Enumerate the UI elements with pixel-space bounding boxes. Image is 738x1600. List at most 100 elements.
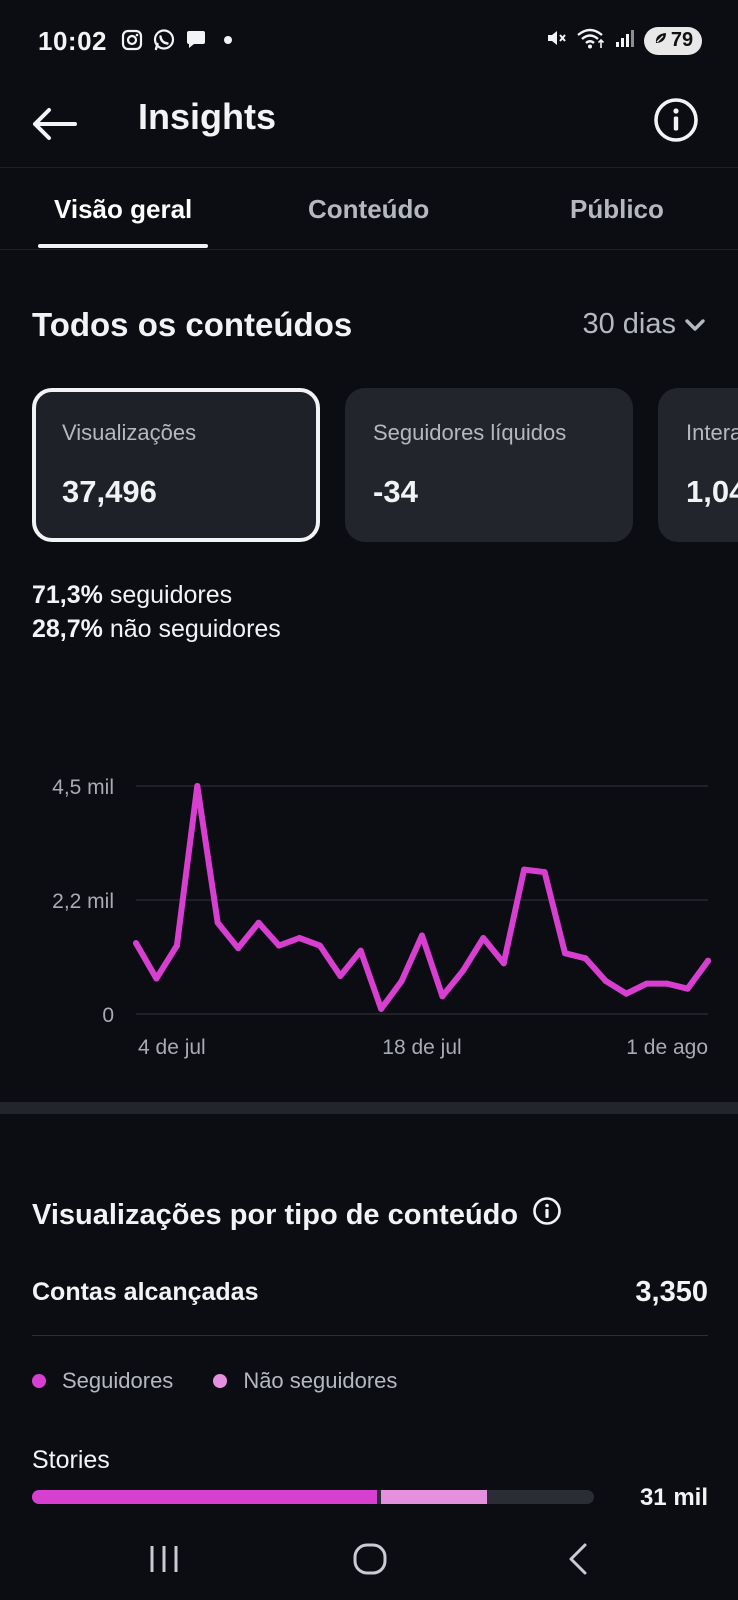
data-point <box>316 942 323 949</box>
data-point <box>153 975 160 982</box>
y-tick-label: 2,2 mil <box>52 890 114 913</box>
wifi-icon <box>576 26 606 55</box>
date-range-dropdown[interactable]: 30 dias <box>582 308 706 341</box>
data-point <box>133 940 139 947</box>
arrow-left-icon <box>33 108 77 140</box>
reach-label: Contas alcançadas <box>32 1278 259 1306</box>
data-point <box>235 945 242 952</box>
chart-legend: Seguidores Não seguidores <box>32 1368 397 1394</box>
data-point <box>255 919 262 926</box>
data-point <box>214 919 221 926</box>
data-point <box>480 935 487 941</box>
data-point <box>643 980 650 987</box>
date-range-label: 30 dias <box>582 308 676 340</box>
data-point <box>357 947 364 954</box>
info-small-button[interactable] <box>532 1196 562 1234</box>
data-point <box>173 942 180 949</box>
data-point <box>337 973 344 979</box>
metric-value: 1,04 <box>686 474 738 509</box>
data-point <box>378 1005 385 1012</box>
instagram-icon <box>120 28 144 52</box>
tab-overview[interactable]: Visão geral <box>54 194 193 224</box>
signal-icon <box>614 27 636 54</box>
home-button[interactable] <box>340 1534 400 1584</box>
metric-value: 37,496 <box>62 474 157 509</box>
back-nav-icon <box>569 1543 587 1575</box>
info-icon <box>533 1197 561 1225</box>
data-point <box>194 783 201 789</box>
nonfollowers-share: 28,7% não seguidores <box>32 615 281 643</box>
metric-card-views[interactable]: Visualizações 37,496 <box>32 388 320 542</box>
system-status-icons: 79 <box>544 26 702 55</box>
audience-split: 71,3% seguidores 28,7% não seguidores <box>32 578 281 646</box>
home-icon <box>353 1543 387 1575</box>
data-point <box>276 942 282 949</box>
battery-level: 79 <box>670 29 694 51</box>
stories-value: 31 mil <box>639 1484 708 1511</box>
y-tick-label: 4,5 mil <box>52 776 114 799</box>
system-nav-bar <box>0 1520 738 1600</box>
info-button[interactable] <box>650 94 702 146</box>
tab-content[interactable]: Conteúdo <box>308 194 430 224</box>
data-point <box>602 978 609 985</box>
recents-button[interactable] <box>134 1534 194 1584</box>
info-icon <box>654 98 698 142</box>
top-app-bar: Insights <box>0 80 738 168</box>
notification-icons <box>120 28 240 52</box>
stories-bar-followers <box>32 1490 377 1504</box>
data-point <box>541 869 548 876</box>
recents-icon <box>150 1546 178 1572</box>
battery-saver-icon <box>653 29 669 52</box>
metric-label: Visualizações <box>62 420 197 445</box>
stories-bar-nonfollowers <box>380 1490 488 1504</box>
views-line-chart: 0 2,2 mil 4,5 mil 4 de jul 18 de jul 1 de ago <box>52 776 711 1059</box>
legend-dot <box>32 1374 46 1388</box>
dot-icon <box>216 28 240 52</box>
data-point <box>521 866 528 873</box>
page-title: Insights <box>138 96 277 137</box>
section-divider <box>0 1102 738 1114</box>
data-point <box>500 960 507 967</box>
metric-label: Seguidores líquidos <box>373 420 567 445</box>
y-tick-label: 0 <box>102 1004 114 1027</box>
whatsapp-icon <box>152 28 176 52</box>
data-point <box>623 990 630 997</box>
metric-cards: Visualizações 37,496 Seguidores líquidos… <box>32 388 738 544</box>
data-point <box>582 955 589 962</box>
metric-label: Interações <box>686 420 738 445</box>
tab-audience[interactable]: Público <box>570 194 664 224</box>
section-title: Todos os conteúdos <box>32 306 353 343</box>
battery-indicator: 79 <box>644 26 702 55</box>
followers-share: 71,3% seguidores <box>32 581 233 609</box>
stories-label: Stories <box>32 1446 110 1474</box>
data-point <box>459 967 466 974</box>
reach-value: 3,350 <box>635 1276 708 1308</box>
tab-bar: Visão geral Conteúdo Público <box>0 168 738 250</box>
x-tick-label: 18 de jul <box>382 1036 461 1059</box>
back-nav-button[interactable] <box>548 1534 608 1584</box>
message-icon <box>184 28 208 52</box>
legend-nonfollowers: Não seguidores <box>213 1368 397 1394</box>
metric-card-net-followers[interactable]: Seguidores líquidos -34 <box>345 388 633 542</box>
data-point <box>684 985 691 992</box>
data-point <box>398 978 405 985</box>
chevron-down-icon <box>685 318 705 331</box>
status-time: 10:02 <box>38 26 107 56</box>
data-point <box>562 950 568 957</box>
mute-icon <box>544 26 568 55</box>
back-button[interactable] <box>28 98 80 150</box>
content-type-title: Visualizações por tipo de conteúdo <box>32 1196 562 1234</box>
data-point <box>664 980 671 987</box>
accounts-reached-row: Contas alcançadas 3,350 <box>32 1270 708 1336</box>
x-tick-label: 4 de jul <box>138 1036 206 1059</box>
metric-card-interactions[interactable]: Interações 1,04 <box>658 388 738 542</box>
stories-bar[interactable] <box>32 1490 594 1504</box>
data-point <box>419 932 425 939</box>
data-point <box>439 993 446 1000</box>
series-line-views <box>133 783 711 1012</box>
data-point <box>296 935 303 941</box>
active-tab-indicator <box>38 244 208 248</box>
legend-followers: Seguidores <box>32 1368 173 1394</box>
legend-dot <box>213 1374 228 1388</box>
